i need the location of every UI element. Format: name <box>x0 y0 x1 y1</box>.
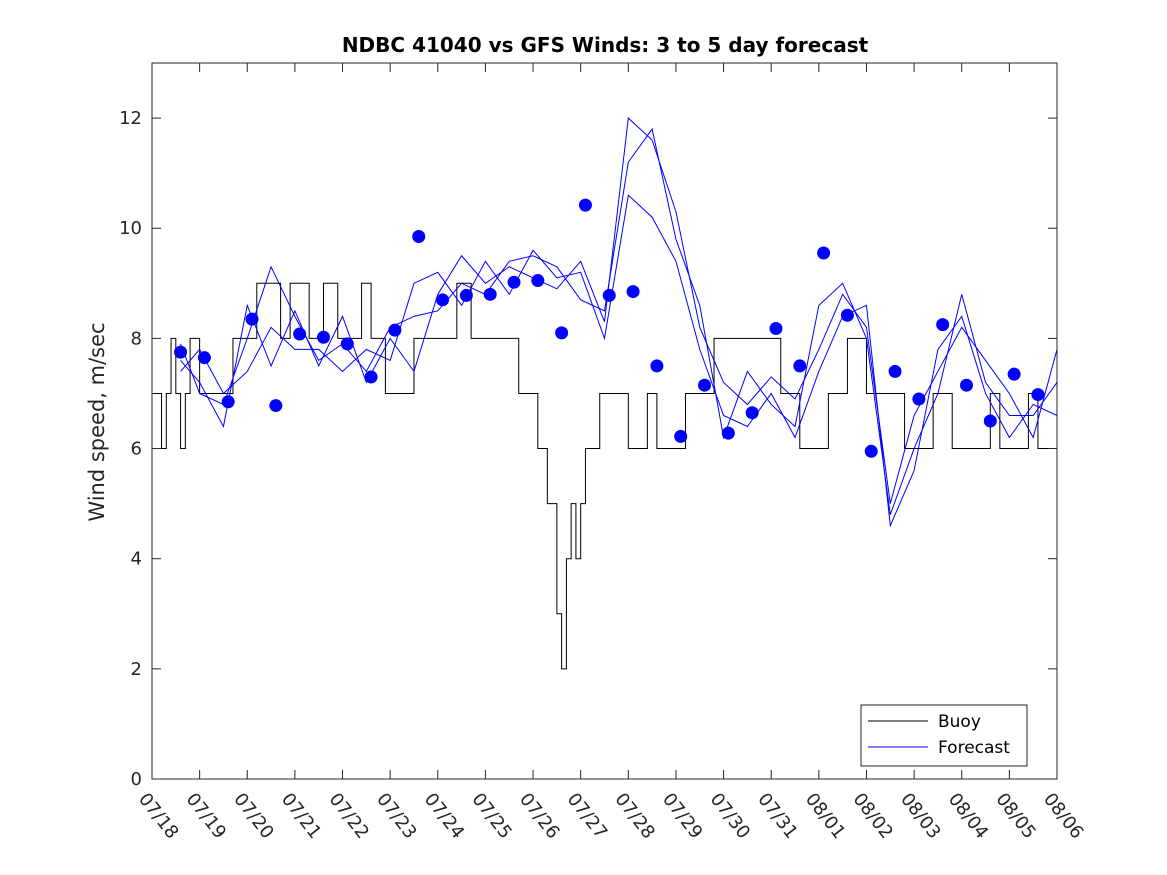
forecast-marker <box>293 327 307 341</box>
forecast-marker <box>769 321 783 335</box>
forecast-marker <box>531 274 545 288</box>
y-axis-label: Wind speed, m/sec <box>85 322 109 521</box>
y-tick-label: 10 <box>119 218 142 239</box>
series-forecast-line-2 <box>180 127 1058 515</box>
forecast-marker <box>412 229 426 243</box>
y-tick-label: 2 <box>131 659 142 680</box>
legend: Buoy Forecast <box>860 704 1028 767</box>
forecast-marker <box>817 246 831 260</box>
forecast-marker <box>864 444 878 458</box>
chart-title: NDBC 41040 vs GFS Winds: 3 to 5 day fore… <box>342 33 869 57</box>
forecast-marker <box>340 337 354 351</box>
forecast-marker <box>388 323 402 337</box>
forecast-marker <box>483 287 497 301</box>
forecast-marker <box>721 426 735 440</box>
forecast-marker <box>459 288 473 302</box>
forecast-marker <box>650 359 664 373</box>
forecast-marker <box>1007 367 1021 381</box>
forecast-marker <box>221 395 235 409</box>
forecast-marker <box>888 364 902 378</box>
forecast-marker <box>960 378 973 392</box>
forecast-marker <box>626 285 640 299</box>
forecast-marker <box>840 308 854 322</box>
forecast-marker <box>197 351 211 365</box>
forecast-marker <box>698 378 712 392</box>
series-forecast-line-3 <box>180 194 1058 528</box>
forecast-marker <box>578 198 592 212</box>
forecast-marker <box>507 275 521 289</box>
plot-frame <box>151 62 1058 780</box>
forecast-marker <box>269 399 283 413</box>
y-tick-label: 6 <box>131 439 142 460</box>
forecast-marker <box>1031 388 1045 402</box>
forecast-marker <box>674 429 688 443</box>
forecast-marker <box>364 370 378 384</box>
y-tick-label: 8 <box>131 328 142 349</box>
y-tick-label: 0 <box>131 769 142 790</box>
forecast-marker <box>912 392 926 406</box>
legend-label-buoy: Buoy <box>938 712 981 732</box>
forecast-marker <box>745 406 759 420</box>
forecast-marker <box>436 293 450 307</box>
forecast-marker <box>555 326 569 340</box>
forecast-marker <box>793 359 807 373</box>
forecast-marker <box>936 318 950 332</box>
legend-label-forecast: Forecast <box>938 738 1010 758</box>
y-axis: 0 2 4 6 8 10 12 <box>119 108 1057 790</box>
series-buoy-line <box>152 282 1057 670</box>
forecast-marker <box>245 312 259 326</box>
forecast-marker <box>174 345 188 359</box>
legend-box <box>860 704 1028 767</box>
plot-area <box>151 62 1058 780</box>
forecast-marker <box>983 414 997 428</box>
forecast-marker <box>602 288 616 302</box>
forecast-marker <box>316 330 330 344</box>
y-tick-label: 4 <box>131 549 142 570</box>
y-tick-label: 12 <box>119 108 142 129</box>
